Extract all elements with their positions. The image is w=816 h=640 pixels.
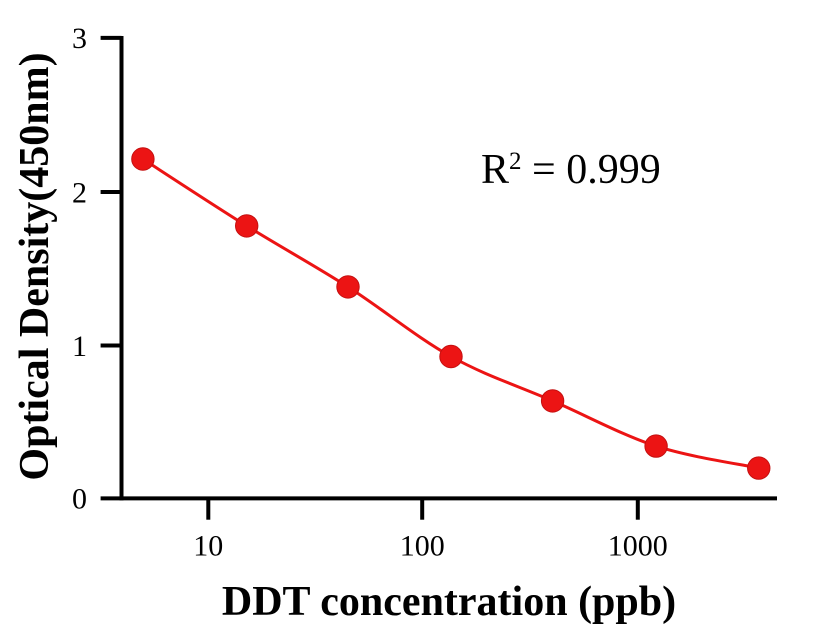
svg-text:1: 1 <box>72 330 87 363</box>
svg-text:R2 = 0.999: R2 = 0.999 <box>481 147 661 193</box>
svg-text:1000: 1000 <box>608 530 668 563</box>
svg-text:10: 10 <box>193 530 223 563</box>
svg-text:3: 3 <box>72 22 87 55</box>
svg-text:Optical Density(450nm): Optical Density(450nm) <box>12 52 58 480</box>
svg-text:DDT concentration (ppb): DDT concentration (ppb) <box>222 579 676 625</box>
svg-text:0: 0 <box>72 483 87 516</box>
svg-text:100: 100 <box>400 530 445 563</box>
svg-text:2: 2 <box>72 176 87 209</box>
